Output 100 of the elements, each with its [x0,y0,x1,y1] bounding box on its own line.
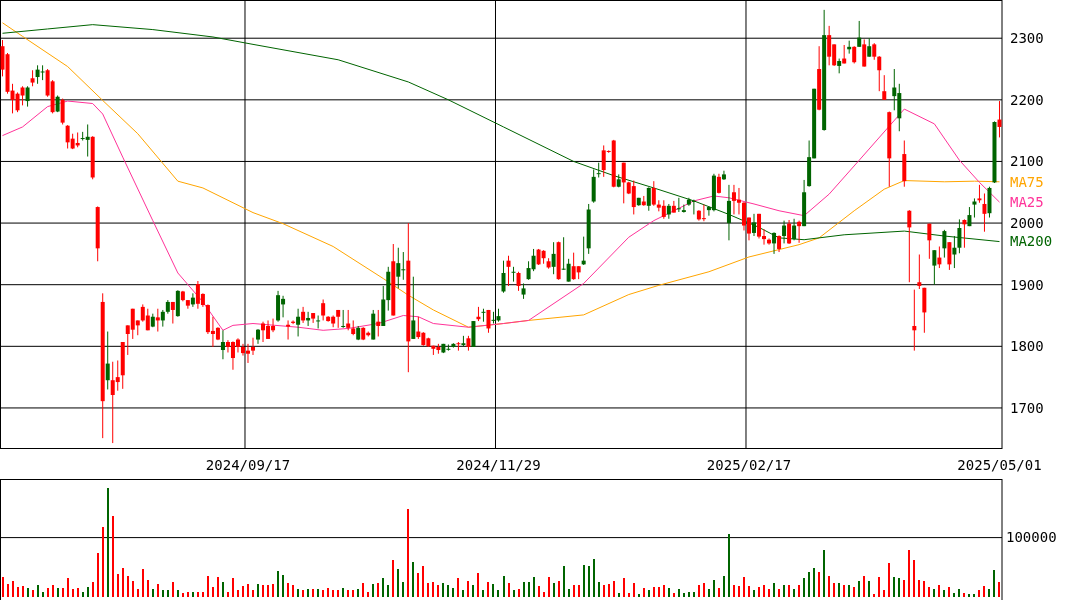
candlestick [411,276,416,340]
candlestick [736,187,741,215]
bar [307,589,309,597]
bar [187,591,189,597]
bar [392,559,394,597]
bar [142,568,144,597]
candlestick [105,331,110,390]
bar [302,590,304,597]
bar [513,590,515,597]
bar [903,579,905,597]
bar [17,587,19,597]
bar [257,583,259,597]
y-tick-label: 2200 [1010,91,1044,108]
bar [868,580,870,597]
candlestick [932,249,937,286]
bar [728,533,730,597]
bar [948,587,950,597]
bar [653,587,655,597]
candlestick [346,309,351,331]
candlestick [60,98,65,125]
bar [272,583,274,597]
bar [162,590,164,597]
bar [167,590,169,597]
series-label: MA25 [1010,194,1044,211]
bar [72,589,74,597]
bar [332,590,334,597]
bar [833,582,835,597]
bar [593,558,595,597]
bar [177,590,179,597]
candlestick [947,241,952,271]
bar [32,590,34,597]
candlestick [972,197,977,219]
bar [422,566,424,597]
bar [918,579,920,597]
bar [487,581,489,597]
bar [222,581,224,597]
bar [793,589,795,597]
candlestick [20,85,25,106]
candlestick [286,319,291,341]
bar [838,582,840,597]
bar [818,571,820,597]
bar [457,578,459,597]
bar [703,582,705,597]
bar [583,565,585,597]
bar [798,585,800,597]
y-tick-label: 2300 [1010,30,1044,47]
bar [357,589,359,597]
bar [382,578,384,597]
bar [563,566,565,597]
bar [983,586,985,597]
candlestick [621,162,626,204]
bar [107,488,109,597]
bar [763,585,765,597]
bar [317,589,319,597]
bar [282,575,284,597]
bar [663,585,665,597]
candlestick [912,289,917,352]
bar [447,585,449,597]
bar [923,580,925,597]
candlestick [301,306,306,324]
candlestick [491,311,496,325]
bar [237,590,239,597]
bar [753,590,755,597]
bar [578,585,580,597]
candlestick [907,209,912,283]
text: 100000 [1006,529,1057,546]
bar [523,581,525,597]
bar [693,591,695,597]
bar [207,576,209,597]
candlestick [501,260,506,294]
candlestick [867,37,872,58]
bar [77,588,79,597]
bar [417,573,419,597]
line-series [2,100,1000,331]
bar [938,585,940,597]
bar [132,580,134,597]
bar [878,577,880,597]
bar [262,585,264,597]
candlestick [982,193,987,233]
bar [127,576,129,597]
bar [898,578,900,597]
bar [312,589,314,597]
bar [723,576,725,597]
candlestick [882,74,887,101]
y-tick-label: 2100 [1010,153,1044,170]
bar [713,579,715,597]
candlestick [877,55,882,92]
candlestick [85,123,90,158]
candlestick [787,219,792,245]
bar [503,576,505,597]
series-label: MA75 [1010,173,1044,190]
candlestick [376,309,381,337]
bar [7,583,9,597]
bar [82,591,84,597]
bar [452,588,454,597]
bar [482,590,484,597]
bar [367,591,369,597]
bar [808,571,810,597]
candlestick [155,308,160,333]
bar [337,590,339,597]
